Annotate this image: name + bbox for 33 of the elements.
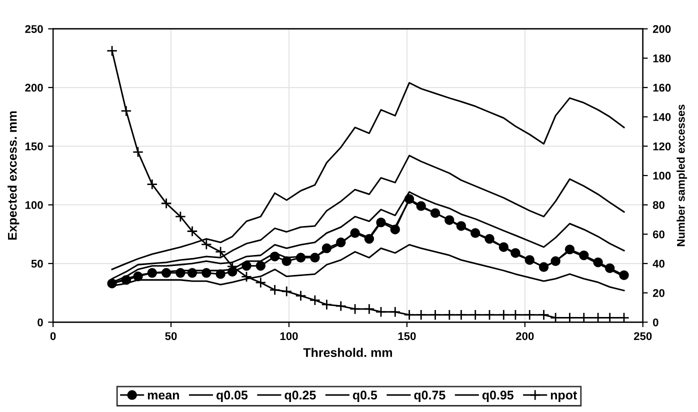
legend-label: npot xyxy=(550,391,578,402)
y2-tick-label: 0 xyxy=(653,318,658,326)
y-tick-label: 50 xyxy=(31,260,43,268)
y-axis-title: Expected excess. mm xyxy=(8,111,20,240)
legend-label: q0.75 xyxy=(414,390,446,402)
x-tick-label: 150 xyxy=(398,332,416,340)
x-tick-label: 250 xyxy=(634,332,652,340)
y2-tick-label: 140 xyxy=(653,113,671,121)
y-tick-label: 150 xyxy=(25,142,43,150)
y2-axis-title: Number sampled excesses xyxy=(676,104,688,246)
x-axis-title: Threshold. mm xyxy=(303,348,392,357)
y-tick-label: 250 xyxy=(25,25,43,33)
y-tick-label: 100 xyxy=(25,201,43,209)
y2-tick-label: 100 xyxy=(653,172,671,180)
y2-tick-label: 60 xyxy=(652,230,664,238)
x-tick-label: 100 xyxy=(280,332,298,340)
y-tick-label: 0 xyxy=(38,318,43,326)
legend-label: q0.5 xyxy=(352,390,378,402)
legend-label: mean xyxy=(148,392,179,400)
x-tick-label: 0 xyxy=(50,332,56,340)
y2-tick-label: 80 xyxy=(652,201,664,209)
y2-tick-label: 20 xyxy=(652,289,664,297)
y2-tick-label: 180 xyxy=(653,54,671,62)
y2-tick-label: 120 xyxy=(653,142,671,150)
legend-label: q0.25 xyxy=(284,390,316,402)
x-tick-label: 200 xyxy=(516,332,534,340)
legend-label: q0.05 xyxy=(216,390,248,402)
y2-tick-label: 160 xyxy=(653,84,671,92)
y2-tick-label: 40 xyxy=(652,260,664,268)
x-tick-label: 50 xyxy=(165,332,177,340)
legend-label: q0.95 xyxy=(482,390,514,402)
y-tick-label: 200 xyxy=(25,84,43,92)
y2-tick-label: 200 xyxy=(652,25,671,33)
